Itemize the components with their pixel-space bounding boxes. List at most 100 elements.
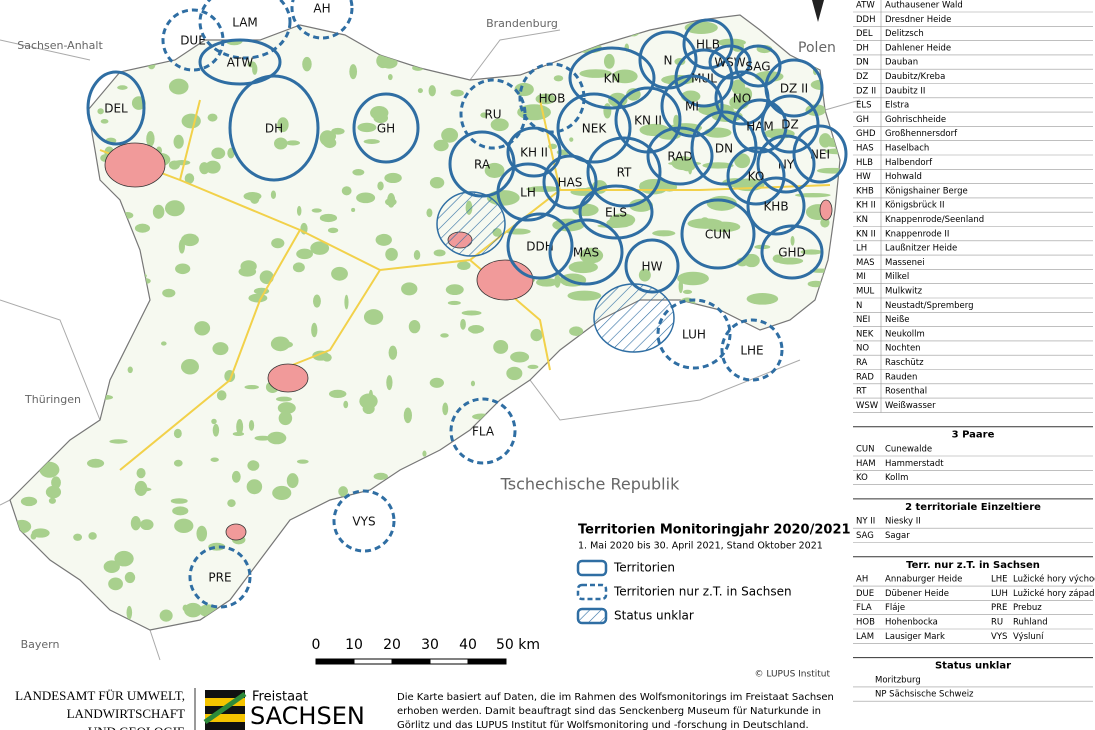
forest-patch — [73, 75, 90, 89]
table-code: NY II — [856, 517, 875, 527]
forest-patch — [562, 35, 590, 52]
table-name: Neukollm — [885, 329, 925, 339]
territory-outline — [449, 397, 517, 465]
forest-patch — [781, 550, 801, 558]
table-code: AH — [856, 575, 868, 585]
forest-patch — [363, 309, 384, 325]
territory-outline — [764, 58, 824, 118]
territory-label: SAG — [745, 60, 770, 74]
territory-outline — [586, 136, 662, 208]
forest-patch — [441, 127, 459, 143]
territory-label: RU — [484, 108, 501, 122]
territory-label: LUH — [682, 328, 706, 342]
territory-outline — [726, 146, 786, 206]
forest-patch — [490, 118, 509, 132]
forest-patch — [103, 560, 120, 574]
forest-patch — [127, 366, 133, 374]
forest-patch — [795, 347, 810, 362]
forest-patch — [821, 420, 836, 434]
forest-patch — [401, 521, 418, 533]
forest-patch — [385, 198, 397, 206]
forest-patch — [734, 153, 751, 169]
forest-patch — [700, 433, 716, 445]
forest-patch — [271, 238, 285, 249]
forest-patch — [248, 293, 268, 303]
scale-label: 30 — [421, 637, 439, 653]
forest-patch — [311, 322, 318, 338]
table-code: FLA — [856, 603, 872, 613]
footer-note: erhoben werden. Damit beauftragt sind da… — [397, 706, 821, 717]
territory-label: LHE — [740, 344, 763, 358]
table-code: GH — [856, 115, 869, 125]
forest-patch — [746, 293, 779, 305]
forest-patch — [471, 445, 489, 452]
territory-outline — [198, 38, 282, 86]
forest-patch — [194, 321, 211, 336]
forest-patch — [48, 497, 56, 504]
table-code: KO — [856, 473, 868, 483]
territory-label: KN II — [634, 114, 662, 128]
forest-patch — [149, 25, 160, 41]
forest-patch — [417, 606, 436, 617]
table-code: LHE — [991, 575, 1008, 585]
scale-label: 20 — [383, 637, 401, 653]
forest-patch — [677, 271, 709, 286]
forest-patch — [586, 467, 600, 473]
territory-label: FLA — [472, 425, 495, 439]
forest-patch — [686, 306, 705, 313]
forest-patch — [816, 167, 840, 174]
forest-patch — [328, 389, 347, 399]
scale-label: 0 — [312, 637, 321, 653]
forest-patch — [86, 198, 105, 214]
city — [476, 259, 534, 301]
forest-patch — [184, 173, 195, 184]
table-code: NO — [856, 344, 869, 354]
forest-patch — [506, 366, 523, 381]
table-name: Authausener Wald — [885, 1, 963, 11]
forest-patch — [216, 390, 227, 401]
forest-patch — [365, 572, 377, 586]
forest-patch — [741, 357, 749, 367]
forest-patch — [173, 428, 182, 439]
table-name: Knappenrode/Seenland — [885, 215, 984, 225]
forest-patch — [46, 283, 60, 296]
state-small: Freistaat — [252, 690, 308, 705]
forest-patch — [207, 113, 218, 122]
forest-patch — [243, 192, 262, 201]
forest-patch — [276, 396, 292, 402]
forest-patch — [429, 176, 445, 189]
forest-patch — [536, 579, 541, 595]
forest-patch — [126, 605, 133, 620]
forest-patch — [181, 233, 199, 247]
footer-note: Die Karte basiert auf Daten, die im Rahm… — [397, 692, 834, 703]
forest-patch — [688, 163, 693, 175]
scale-label: 10 — [345, 637, 363, 653]
forest-patch — [180, 358, 199, 375]
table-name: Hammerstadt — [885, 459, 944, 469]
forest-patch — [21, 147, 33, 163]
forest-patch — [302, 56, 312, 72]
forest-patch — [553, 75, 564, 82]
forest-patch — [762, 16, 798, 29]
forest-patch — [168, 160, 180, 170]
territory-label: DUE — [180, 34, 206, 48]
forest-patch — [174, 518, 194, 534]
forest-patch — [454, 519, 466, 526]
forest-patch — [417, 88, 423, 94]
forest-patch — [776, 257, 804, 265]
forest-patch — [299, 610, 316, 626]
forest-patch — [817, 309, 825, 315]
table-name: Knappenrode II — [885, 229, 949, 239]
forest-patch — [184, 602, 203, 618]
table-name: Halbendorf — [885, 158, 933, 168]
forest-patch — [482, 511, 497, 526]
table-name: Delitzsch — [885, 29, 924, 39]
territory-label: PRE — [208, 571, 231, 585]
forest-patch — [744, 562, 755, 572]
forest-patch — [441, 598, 462, 603]
forest-patch — [388, 345, 398, 360]
forest-patch — [406, 40, 415, 53]
forest-patch — [414, 579, 430, 594]
region-label: Brandenburg — [486, 17, 558, 30]
territory-outline — [161, 8, 225, 72]
